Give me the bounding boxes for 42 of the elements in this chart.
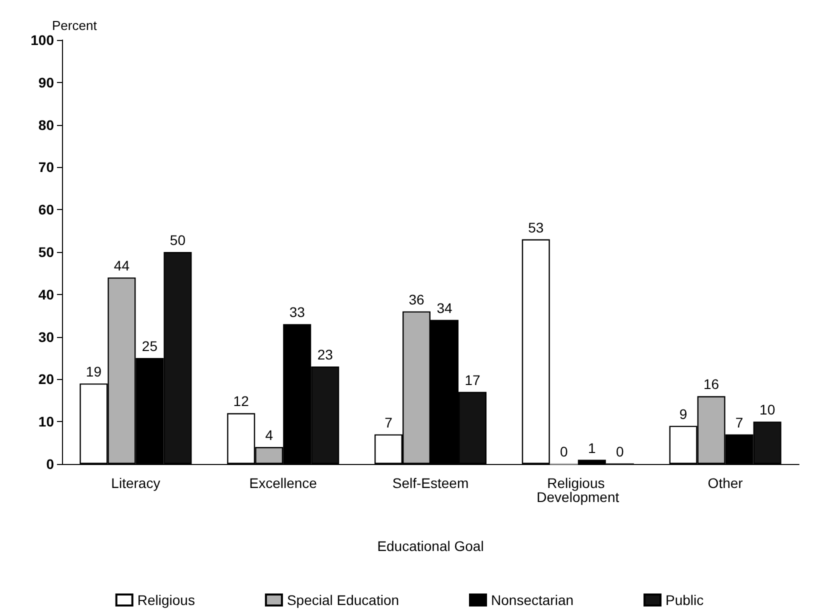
x-axis-title: Educational Goal [377,538,484,554]
x-tick-label: Religious Development [536,475,620,505]
x-tick-label: Excellence [249,475,318,491]
data-label: 12 [233,393,250,410]
y-axis-title: Percent [52,18,98,33]
data-label: 36 [408,291,424,308]
y-tick-label: 10 [38,414,54,430]
data-label: 9 [679,406,688,422]
x-tick-label: Literacy [111,475,160,491]
x-tick-label: Self-Esteem [392,475,469,491]
data-label: 16 [704,376,720,392]
legend-label: Religious [137,592,195,608]
data-label: 23 [317,346,334,362]
y-tick-label: 80 [38,116,54,133]
data-label: 7 [384,414,393,430]
y-tick-label: 100 [30,32,54,48]
x-tick-label: Other [708,475,744,491]
y-tick-label: 60 [38,202,54,218]
data-label: 50 [170,232,186,248]
data-label: 34 [436,300,452,316]
data-label: 0 [616,443,624,460]
data-label: 19 [86,363,102,380]
y-tick-label: 50 [38,244,54,260]
y-tick-label: 40 [38,286,54,302]
y-tick-label: 70 [38,159,54,176]
data-label: 4 [265,427,274,444]
data-label: 7 [735,414,744,430]
legend-label: Nonsectarian [491,592,574,608]
y-tick-label: 20 [38,371,54,388]
legend-label: Special Education [286,592,400,608]
y-tick-label: 30 [38,328,54,345]
data-label: 53 [528,219,544,236]
data-label: 33 [289,304,306,320]
y-tick-label: 90 [38,74,54,90]
data-label: 10 [760,402,776,418]
data-label: 0 [560,443,568,460]
data-label: 44 [114,257,130,274]
data-label: 1 [588,440,596,456]
data-label: 25 [142,338,158,354]
y-tick-label: 0 [46,456,54,472]
data-label: 17 [464,372,481,388]
legend-label: Public [666,592,704,608]
